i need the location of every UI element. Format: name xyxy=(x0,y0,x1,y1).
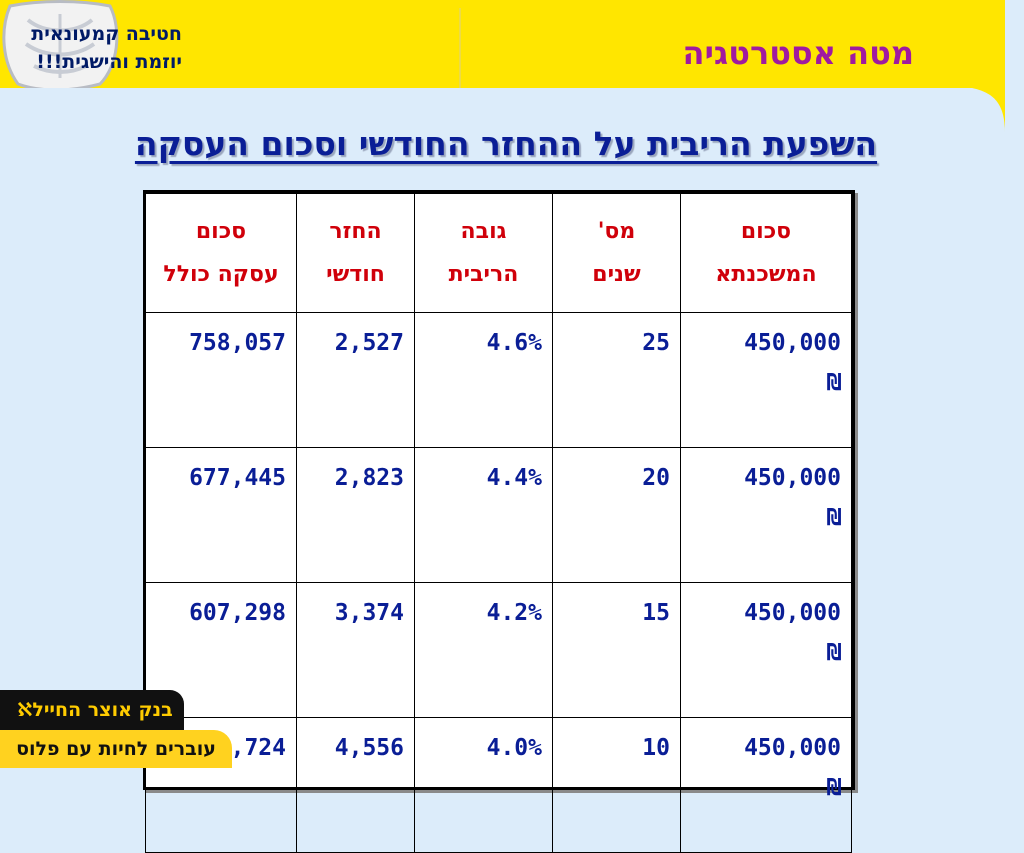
rate-value: 4.0% xyxy=(486,735,542,761)
header-rate-line2: הריבית xyxy=(448,262,519,287)
cell-years: 10 xyxy=(552,717,681,853)
cell-monthly: 4,556 xyxy=(296,717,415,853)
bank-slogan: עוברים לחיות עם פלוס xyxy=(16,738,216,760)
header-monthly: החזר חודשי xyxy=(296,193,415,313)
cell-monthly: 2,527 xyxy=(296,312,415,448)
mortgage-table: סכום המשכנתא מס' שנים גובה הריבית החזר ח… xyxy=(143,190,855,853)
monthly-value: 2,823 xyxy=(334,465,404,491)
cell-mortgage: 450,000 ₪ xyxy=(680,582,852,718)
header-total: סכום עסקה כולל xyxy=(145,193,297,313)
cell-rate: 4.0% xyxy=(414,717,553,853)
total-value: 607,298 xyxy=(189,600,286,626)
total-value: 758,057 xyxy=(189,330,286,356)
page-title: השפעת הריבית על ההחזר החודשי וסכום העסקה xyxy=(134,124,878,163)
monthly-value: 2,527 xyxy=(334,330,404,356)
cell-mortgage: 450,000 ₪ xyxy=(680,717,852,853)
header-years-line2: שנים xyxy=(592,262,641,287)
years-value: 10 xyxy=(642,735,670,761)
shekel-symbol: ₪ xyxy=(827,505,841,531)
rate-value: 4.4% xyxy=(486,465,542,491)
bank-logo: בנק אוצר החייל ℵ עוברים לחיות עם פלוס xyxy=(0,690,232,768)
monthly-value: 4,556 xyxy=(334,735,404,761)
monthly-value: 3,374 xyxy=(334,600,404,626)
cell-rate: 4.2% xyxy=(414,582,553,718)
mortgage-value: 450,000 xyxy=(744,465,841,491)
mortgage-table-grid: סכום המשכנתא מס' שנים גובה הריבית החזר ח… xyxy=(145,193,852,853)
rate-value: 4.6% xyxy=(486,330,542,356)
bank-name: בנק אוצר החייל xyxy=(32,699,173,721)
shekel-symbol: ₪ xyxy=(827,775,841,801)
cell-rate: 4.6% xyxy=(414,312,553,448)
cell-monthly: 2,823 xyxy=(296,447,415,583)
org-line-1: חטיבה קמעונאית xyxy=(31,23,182,45)
banner-shape xyxy=(0,0,1005,132)
cell-mortgage: 450,000 ₪ xyxy=(680,312,852,448)
cell-years: 20 xyxy=(552,447,681,583)
header-monthly-line1: החזר xyxy=(329,219,382,244)
bank-mark-icon: ℵ xyxy=(17,699,33,721)
cell-rate: 4.4% xyxy=(414,447,553,583)
table-row: 450,000 ₪ 20 4.4% 2,823 677,445 xyxy=(145,447,852,583)
mortgage-value: 450,000 xyxy=(744,600,841,626)
rate-value: 4.2% xyxy=(486,600,542,626)
emblem-icon xyxy=(2,0,119,88)
header-rate: גובה הריבית xyxy=(414,193,553,313)
header-years-line1: מס' xyxy=(597,219,636,244)
years-value: 25 xyxy=(642,330,670,356)
cell-total: 758,057 xyxy=(145,312,297,448)
cell-years: 15 xyxy=(552,582,681,718)
header-mortgage-line2: המשכנתא xyxy=(715,262,817,287)
header-monthly-line2: חודשי xyxy=(326,262,385,287)
years-value: 15 xyxy=(642,600,670,626)
shekel-symbol: ₪ xyxy=(827,640,841,666)
table-row: 450,000 ₪ 25 4.6% 2,527 758,057 xyxy=(145,312,852,448)
cell-years: 25 xyxy=(552,312,681,448)
header-banner: חטיבה קמעונאית יוזמת והישגית!!! מטה אסטר… xyxy=(0,0,1024,135)
mortgage-value: 450,000 xyxy=(744,330,841,356)
header-total-line2: עסקה כולל xyxy=(163,262,279,287)
org-line-2: יוזמת והישגית!!! xyxy=(36,51,182,73)
years-value: 20 xyxy=(642,465,670,491)
shekel-symbol: ₪ xyxy=(827,370,841,396)
bank-slogan-bar: עוברים לחיות עם פלוס xyxy=(0,730,232,768)
header-total-line1: סכום xyxy=(195,219,247,244)
org-tagline: חטיבה קמעונאית יוזמת והישגית!!! xyxy=(2,20,182,76)
total-value: 677,445 xyxy=(189,465,286,491)
header-years: מס' שנים xyxy=(552,193,681,313)
header-mortgage: סכום המשכנתא xyxy=(680,193,852,313)
header-mortgage-line1: סכום xyxy=(740,219,792,244)
table-header-row: סכום המשכנתא מס' שנים גובה הריבית החזר ח… xyxy=(145,193,852,313)
table-row: 450,000 ₪ 15 4.2% 3,374 607,298 xyxy=(145,582,852,718)
header-title: מטה אסטרטגיה xyxy=(682,34,915,72)
mortgage-value: 450,000 xyxy=(744,735,841,761)
cell-mortgage: 450,000 ₪ xyxy=(680,447,852,583)
table-row: 450,000 ₪ 10 4.0% 4,556 546,724 xyxy=(145,717,852,853)
cell-total: 677,445 xyxy=(145,447,297,583)
cell-monthly: 3,374 xyxy=(296,582,415,718)
cell-total: 607,298 xyxy=(145,582,297,718)
bank-name-bar: בנק אוצר החייל ℵ xyxy=(0,690,184,730)
header-rate-line1: גובה xyxy=(460,219,507,244)
